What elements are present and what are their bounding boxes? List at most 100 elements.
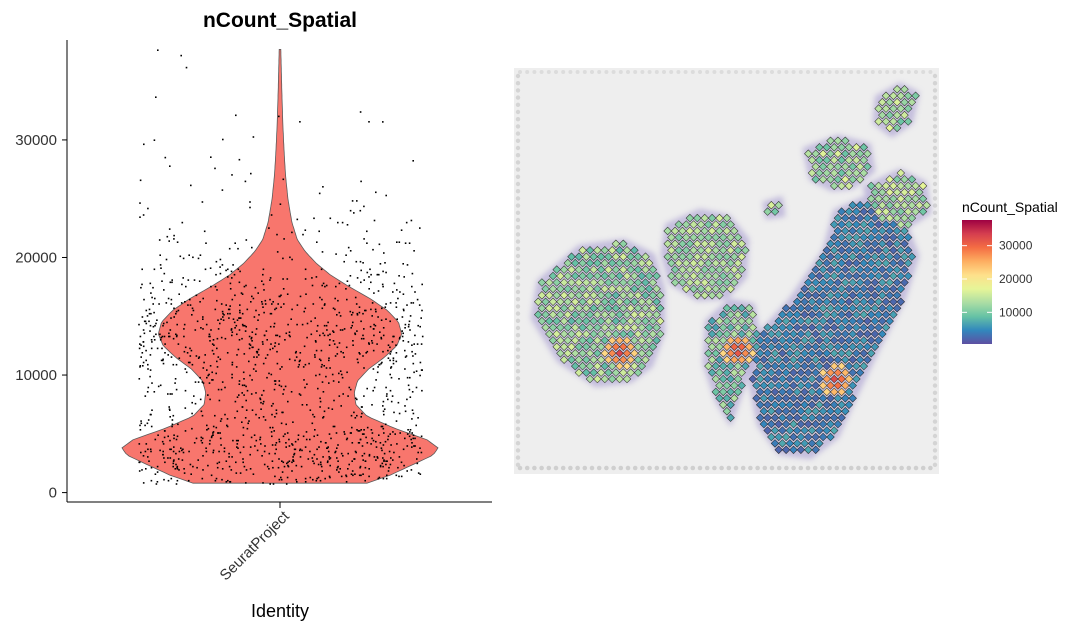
tissue-spot [811, 432, 820, 442]
jitter-point [189, 304, 192, 306]
tissue-spot [704, 246, 713, 255]
tissue-spot [844, 361, 854, 371]
jitter-point [140, 286, 142, 289]
tissue-spot [793, 374, 802, 384]
tissue-spot [859, 220, 868, 229]
jitter-point [313, 453, 316, 456]
jitter-point [261, 303, 264, 305]
jitter-point [310, 320, 312, 323]
tissue-spot [793, 400, 802, 409]
tissue-spot [811, 394, 820, 403]
jitter-point [241, 323, 244, 326]
tissue-spot [852, 143, 861, 152]
jitter-point [370, 281, 372, 284]
tissue-spot [855, 304, 865, 313]
jitter-point [288, 358, 291, 361]
tissue-spot [719, 258, 728, 268]
jitter-point [406, 376, 409, 379]
jitter-point [216, 360, 218, 363]
fiducial-dot [524, 465, 530, 471]
jitter-point [236, 333, 238, 336]
jitter-point [359, 466, 361, 469]
tissue-spot [874, 233, 883, 242]
tissue-spot [719, 323, 728, 332]
jitter-point [332, 380, 335, 382]
tissue-spot [622, 284, 632, 294]
jitter-point [326, 461, 329, 464]
tissue-spot [815, 426, 824, 435]
jitter-point [249, 374, 251, 377]
tissue-spot [918, 181, 928, 191]
tissue-spot [770, 439, 780, 448]
tissue-spot [537, 304, 547, 313]
jitter-point [399, 291, 401, 293]
jitter-point [164, 461, 166, 464]
jitter-point [416, 298, 419, 301]
tissue-spot [715, 329, 724, 339]
tissue-spot [807, 155, 817, 165]
jitter-point [268, 452, 271, 455]
jitter-point [419, 473, 422, 475]
tissue-spot [652, 310, 661, 319]
tissue-spot [574, 278, 584, 287]
jitter-point [262, 400, 265, 403]
jitter-point [139, 429, 142, 431]
tissue-spot [567, 278, 576, 287]
fiducial-dot [589, 465, 595, 471]
tissue-spot [548, 336, 558, 345]
jitter-point [389, 389, 392, 392]
jitter-point [190, 184, 192, 187]
tissue-spot [633, 342, 643, 351]
jitter-point [282, 461, 285, 464]
tissue-spot [855, 239, 865, 248]
jitter-point [373, 386, 376, 389]
jitter-point [207, 374, 209, 377]
fiducial-dot [932, 225, 938, 230]
fiducial-dot [515, 145, 521, 151]
jitter-point [272, 466, 274, 469]
tissue-spot [637, 361, 646, 371]
jitter-point [298, 360, 301, 363]
tissue-spot [585, 336, 595, 345]
jitter-point [148, 460, 150, 462]
tissue-spot [593, 284, 602, 294]
jitter-point [156, 471, 159, 473]
jitter-point [406, 304, 408, 306]
jitter-point [172, 414, 175, 417]
jitter-point [355, 260, 358, 263]
tissue-spot [800, 413, 809, 422]
jitter-point [171, 425, 173, 428]
tissue-spot [585, 271, 595, 281]
fiducial-dot [525, 70, 530, 74]
fiducial-dot [755, 465, 760, 471]
tissue-spot [863, 252, 872, 261]
jitter-point [168, 332, 170, 335]
tissue-spot [578, 323, 587, 332]
tissue-spot [730, 226, 739, 236]
jitter-point [421, 283, 423, 286]
jitter-point [216, 289, 218, 291]
tissue-spot [818, 381, 828, 390]
tissue-spot [633, 252, 643, 261]
jitter-point [335, 432, 338, 434]
tissue-spot [685, 239, 695, 248]
tissue-spot [818, 252, 828, 261]
tissue-spot [907, 188, 917, 197]
tissue-spot [844, 336, 854, 345]
jitter-point [388, 466, 390, 469]
jitter-point [391, 341, 394, 343]
jitter-point [248, 343, 251, 345]
tissue-spot [707, 368, 717, 377]
jitter-point [338, 282, 341, 285]
jitter-point [415, 370, 418, 372]
tissue-spot [637, 271, 646, 281]
jitter-point [238, 339, 241, 341]
tissue-spot [892, 110, 902, 120]
jitter-point [376, 457, 379, 459]
jitter-point [364, 460, 367, 462]
tissue-spot [904, 117, 913, 126]
tissue-spot [778, 400, 787, 409]
jitter-point [202, 297, 204, 300]
jitter-point [212, 434, 214, 436]
jitter-point [169, 165, 171, 167]
